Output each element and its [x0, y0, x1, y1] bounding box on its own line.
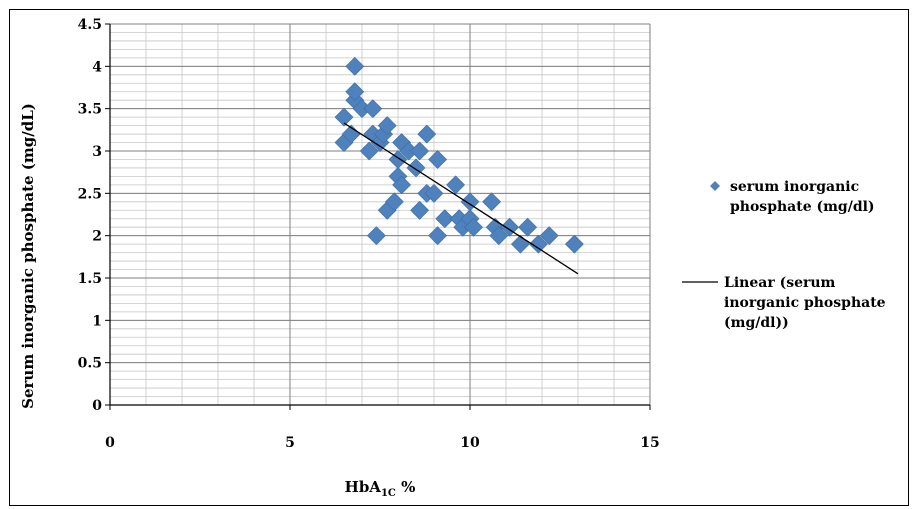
legend: serum inorganic phosphate (mg/dl) Linear… [682, 179, 890, 331]
data-point [518, 217, 538, 237]
legend-series-line-2: phosphate (mg/dl) [730, 199, 875, 215]
data-point [417, 124, 437, 144]
x-tick-label: 10 [460, 435, 480, 451]
y-tick-label: 3 [92, 144, 102, 160]
data-point [392, 175, 412, 195]
data-point [564, 234, 584, 254]
legend-series-label: serum inorganic phosphate (mg/dl) [730, 179, 875, 215]
data-point [345, 82, 365, 102]
x-axis-label-subscript: 1C [381, 488, 396, 499]
major-gridlines [109, 23, 651, 406]
data-point [366, 226, 386, 246]
data-point [528, 234, 548, 254]
data-point [428, 150, 448, 169]
y-tick-label: 0 [92, 398, 102, 414]
scatter-chart: 0 0.5 1 1.5 2 2.5 3 3.5 4 4.5 0 5 10 15 Serum inorga… [19, 17, 890, 499]
x-axis-label-base: HbA [345, 478, 382, 496]
legend-marker-icon [710, 181, 720, 191]
data-point [345, 56, 365, 76]
legend-trend-line-1: Linear (serum [724, 275, 836, 291]
data-point [446, 175, 466, 195]
y-tick-label: 4.5 [78, 17, 102, 33]
y-axis-label: Serum inorganic phosphate (mg/dL) [19, 103, 37, 409]
data-point [424, 183, 444, 203]
data-point [359, 141, 379, 161]
data-point [489, 226, 509, 246]
x-tick-label: 5 [285, 435, 295, 451]
x-tick-labels: 0 5 10 15 [105, 435, 660, 451]
data-point [482, 192, 502, 212]
x-tick-label: 0 [105, 435, 115, 451]
legend-trend-label: Linear (serum inorganic phosphate (mg/dl… [724, 275, 890, 331]
x-axis-label: HbA1C % [345, 478, 416, 499]
data-point [500, 217, 520, 237]
y-tick-label: 2.5 [78, 186, 102, 202]
data-point [510, 234, 530, 254]
data-point [410, 141, 430, 161]
trendline [343, 122, 579, 275]
data-point [539, 226, 559, 246]
y-tick-label: 4 [92, 59, 102, 75]
data-points [334, 56, 584, 254]
y-tick-label: 2 [92, 229, 102, 245]
data-point [428, 226, 448, 246]
legend-trend-line-3: (mg/dl)) [724, 315, 789, 331]
data-point [334, 107, 354, 127]
data-point [384, 192, 404, 212]
legend-trend-line-2: inorganic phosphate [724, 295, 886, 311]
data-point [435, 209, 455, 229]
minor-gridlines [109, 23, 651, 406]
y-tick-label: 1 [92, 313, 102, 329]
y-tick-label: 0.5 [78, 356, 102, 372]
x-tick-label: 15 [640, 435, 659, 451]
data-point [410, 200, 430, 220]
y-tick-label: 3.5 [78, 102, 102, 118]
data-point [377, 116, 397, 136]
data-point [464, 217, 484, 237]
data-point [363, 99, 383, 119]
y-tick-label: 1.5 [78, 271, 102, 287]
axes [105, 23, 651, 410]
chart-frame: 0 0.5 1 1.5 2 2.5 3 3.5 4 4.5 0 5 10 15 Serum inorga… [9, 9, 909, 506]
x-axis-label-suffix: % [396, 478, 415, 496]
y-tick-labels: 0 0.5 1 1.5 2 2.5 3 3.5 4 4.5 [78, 17, 103, 414]
legend-series-line-1: serum inorganic [730, 179, 859, 195]
